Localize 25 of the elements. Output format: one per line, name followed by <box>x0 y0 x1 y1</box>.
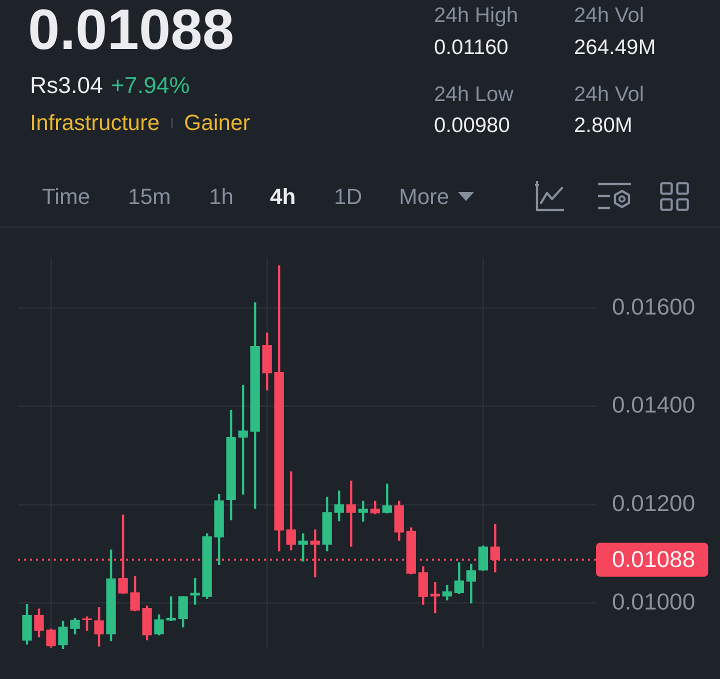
candlestick <box>430 582 440 614</box>
text: Gainer <box>184 110 250 136</box>
text: Rs3.04 <box>30 72 103 98</box>
y-tick-label: 0.01200 <box>612 490 696 516</box>
text: More <box>399 184 450 210</box>
text: 24h High <box>434 4 518 27</box>
text: +7.94% <box>111 72 190 98</box>
y-tick-label: 0.01400 <box>612 392 696 418</box>
text: 24h Low <box>434 82 514 106</box>
text: 0.01160 <box>434 36 508 59</box>
y-tick-label: 0.01000 <box>612 588 696 614</box>
chart-title: 0.01088 <box>28 0 234 62</box>
text: 24h Vol <box>574 4 644 27</box>
text: 1h <box>209 184 234 210</box>
text: 0.00980 <box>434 114 510 137</box>
y-tick-label: 0.01600 <box>612 293 696 320</box>
text: 1D <box>334 184 362 210</box>
ref-line-label: 0.01088 <box>612 546 696 572</box>
text: Infrastructure <box>30 110 160 136</box>
text: 24h Vol <box>574 82 644 106</box>
text: 4h <box>270 184 296 210</box>
text: 2.80M <box>574 114 632 137</box>
text: 15m <box>128 184 171 210</box>
text: 264.49M <box>574 36 656 59</box>
text: Time <box>42 184 90 210</box>
